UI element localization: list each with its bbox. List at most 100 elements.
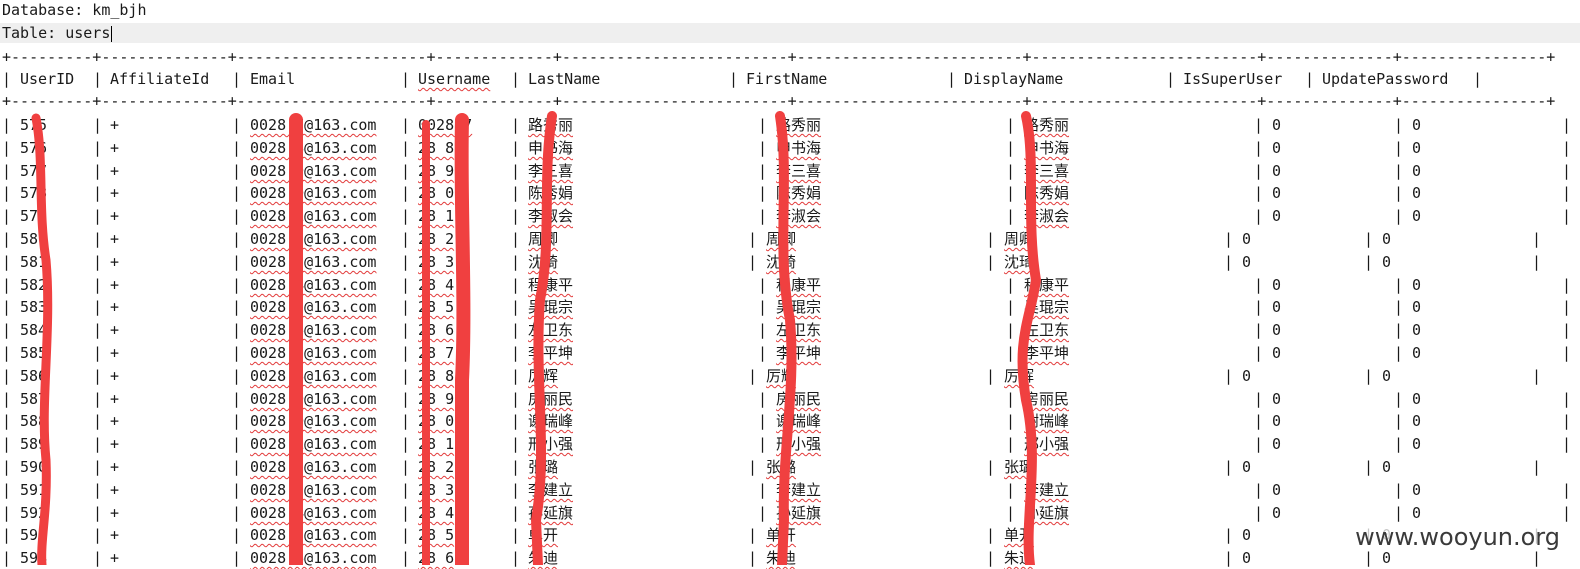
column-header-displayname[interactable]: DisplayName <box>964 70 1064 88</box>
cell-pipe: | <box>1394 207 1404 225</box>
cell-pipe: | <box>1224 253 1234 271</box>
cell-pipe: | <box>511 390 521 408</box>
cell-pipe: | <box>1224 367 1234 385</box>
cell-pipe: | <box>2 276 12 294</box>
cell-displayname: 沈琦 <box>1004 253 1035 271</box>
cell-email: 0028 6@163.com <box>250 321 377 339</box>
header-pipe: | <box>729 70 739 88</box>
cell-pipe: | <box>1006 298 1016 316</box>
column-header-affiliateid[interactable]: AffiliateId <box>110 70 210 88</box>
cell-displayname: 张璐 <box>1004 458 1035 476</box>
cell-affiliateid: + <box>110 504 120 522</box>
cell-pipe: | <box>232 230 242 248</box>
cell-pipe: | <box>511 481 521 499</box>
cell-pipe: | <box>1006 207 1016 225</box>
cell-pipe: | <box>232 162 242 180</box>
cell-pipe: | <box>1394 504 1404 522</box>
cell-affiliateid: + <box>110 344 120 362</box>
cell-pipe: | <box>1006 481 1016 499</box>
redaction-stroke-userid <box>31 113 53 565</box>
cell-pipe: | <box>511 435 521 453</box>
cell-pipe: | <box>1254 184 1264 202</box>
cell-pipe: | <box>1006 184 1016 202</box>
cell-pipe: | <box>1562 481 1572 499</box>
cell-pipe: | <box>2 184 12 202</box>
cell-pipe: | <box>232 207 242 225</box>
cell-pipe: | <box>2 412 12 430</box>
column-header-issuperuser[interactable]: IsSuperUser <box>1183 70 1283 88</box>
cell-updatepassword: 0 <box>1412 276 1422 294</box>
cell-userid: 590 <box>20 458 48 476</box>
cell-pipe: | <box>1394 116 1404 134</box>
cell-pipe: | <box>1562 298 1572 316</box>
cell-pipe: | <box>1364 253 1374 271</box>
cell-email: 0028 8@163.com <box>250 367 377 385</box>
cell-pipe: | <box>232 412 242 430</box>
cell-pipe: | <box>1562 207 1572 225</box>
cell-pipe: | <box>1364 458 1374 476</box>
cell-pipe: | <box>93 207 103 225</box>
cell-pipe: | <box>93 321 103 339</box>
cell-issuperuser: 0 <box>1272 184 1282 202</box>
cell-pipe: | <box>1562 435 1572 453</box>
cell-pipe: | <box>1562 344 1572 362</box>
cell-pipe: | <box>401 116 411 134</box>
cell-pipe: | <box>511 344 521 362</box>
cell-pipe: | <box>1532 230 1542 248</box>
cell-pipe: | <box>401 481 411 499</box>
cell-pipe: | <box>1006 390 1016 408</box>
column-header-email[interactable]: Email <box>250 70 296 88</box>
cell-issuperuser: 0 <box>1242 458 1252 476</box>
cell-pipe: | <box>758 139 768 157</box>
cell-pipe: | <box>1254 504 1264 522</box>
column-header-firstname[interactable]: FirstName <box>746 70 828 88</box>
cell-pipe: | <box>401 321 411 339</box>
cell-pipe: | <box>401 549 411 567</box>
cell-email: 0028 2@163.com <box>250 458 377 476</box>
cell-pipe: | <box>401 344 411 362</box>
table-label: Table: users <box>2 24 111 42</box>
cell-pipe: | <box>93 458 103 476</box>
cell-pipe: | <box>1006 504 1016 522</box>
cell-pipe: | <box>93 412 103 430</box>
cell-pipe: | <box>1254 207 1264 225</box>
cell-email: 0028 4@163.com <box>250 276 377 294</box>
cell-pipe: | <box>2 298 12 316</box>
cell-pipe: | <box>1394 298 1404 316</box>
cell-pipe: | <box>1254 481 1264 499</box>
cell-pipe: | <box>1532 549 1542 567</box>
cell-userid: 582 <box>20 276 48 294</box>
cell-email: 0028 0@163.com <box>250 412 377 430</box>
cell-pipe: | <box>1562 139 1572 157</box>
cell-pipe: | <box>1006 435 1016 453</box>
cell-pipe: | <box>758 298 768 316</box>
cell-pipe: | <box>232 116 242 134</box>
cell-pipe: | <box>401 367 411 385</box>
cell-email: 0028 1@163.com <box>250 207 377 225</box>
cell-email: 0028 6@163.com <box>250 549 377 567</box>
cell-pipe: | <box>401 139 411 157</box>
cell-pipe: | <box>232 253 242 271</box>
column-header-userid[interactable]: UserID <box>20 70 75 88</box>
table-label-line[interactable]: Table: users <box>0 23 1580 43</box>
cell-affiliateid: + <box>110 481 120 499</box>
cell-pipe: | <box>401 207 411 225</box>
cell-pipe: | <box>2 458 12 476</box>
cell-pipe: | <box>401 162 411 180</box>
cell-pipe: | <box>511 367 521 385</box>
cell-pipe: | <box>93 298 103 316</box>
cell-pipe: | <box>1562 390 1572 408</box>
cell-updatepassword: 0 <box>1412 162 1422 180</box>
cell-pipe: | <box>986 367 996 385</box>
header-pipe: | <box>2 70 12 88</box>
column-header-username[interactable]: Username <box>418 70 491 88</box>
header-pipe: | <box>1473 70 1483 88</box>
cell-pipe: | <box>1394 162 1404 180</box>
cell-pipe: | <box>93 435 103 453</box>
column-header-updatepassword[interactable]: UpdatePassword <box>1322 70 1449 88</box>
cell-userid: 591 <box>20 481 48 499</box>
cell-pipe: | <box>1562 162 1572 180</box>
column-header-lastname[interactable]: LastName <box>528 70 601 88</box>
cell-updatepassword: 0 <box>1412 504 1422 522</box>
database-label: Database: km_bjh <box>2 1 147 19</box>
